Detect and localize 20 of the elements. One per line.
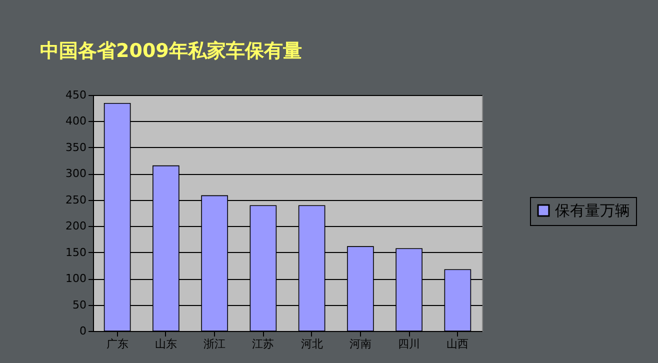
x-tick-label: 四川: [398, 338, 420, 350]
y-tick-label: 200: [66, 220, 86, 233]
chart-title: 中国各省2009年私家车保有量: [40, 40, 302, 62]
y-tick-label: 450: [66, 88, 86, 102]
y-tick-label: 250: [66, 193, 86, 206]
x-tick-label: 广东: [106, 338, 128, 350]
x-tick-label: 山西: [446, 338, 469, 350]
y-tick-label: 300: [66, 167, 86, 180]
y-tick-label: 100: [66, 272, 86, 286]
y-tick-label: 150: [66, 246, 86, 259]
y-tick-label: 0: [80, 324, 86, 338]
y-tick-label: 400: [66, 114, 86, 128]
x-tick-label: 河北: [300, 338, 323, 350]
legend-label: 保有量万辆: [555, 202, 630, 220]
x-tick-label: 江苏: [252, 338, 274, 350]
x-tick-label: 河南: [349, 338, 372, 350]
x-tick-label: 浙江: [204, 338, 226, 350]
y-tick-label: 350: [66, 140, 86, 154]
x-tick-label: 山东: [154, 338, 177, 350]
y-tick-label: 50: [72, 298, 86, 312]
